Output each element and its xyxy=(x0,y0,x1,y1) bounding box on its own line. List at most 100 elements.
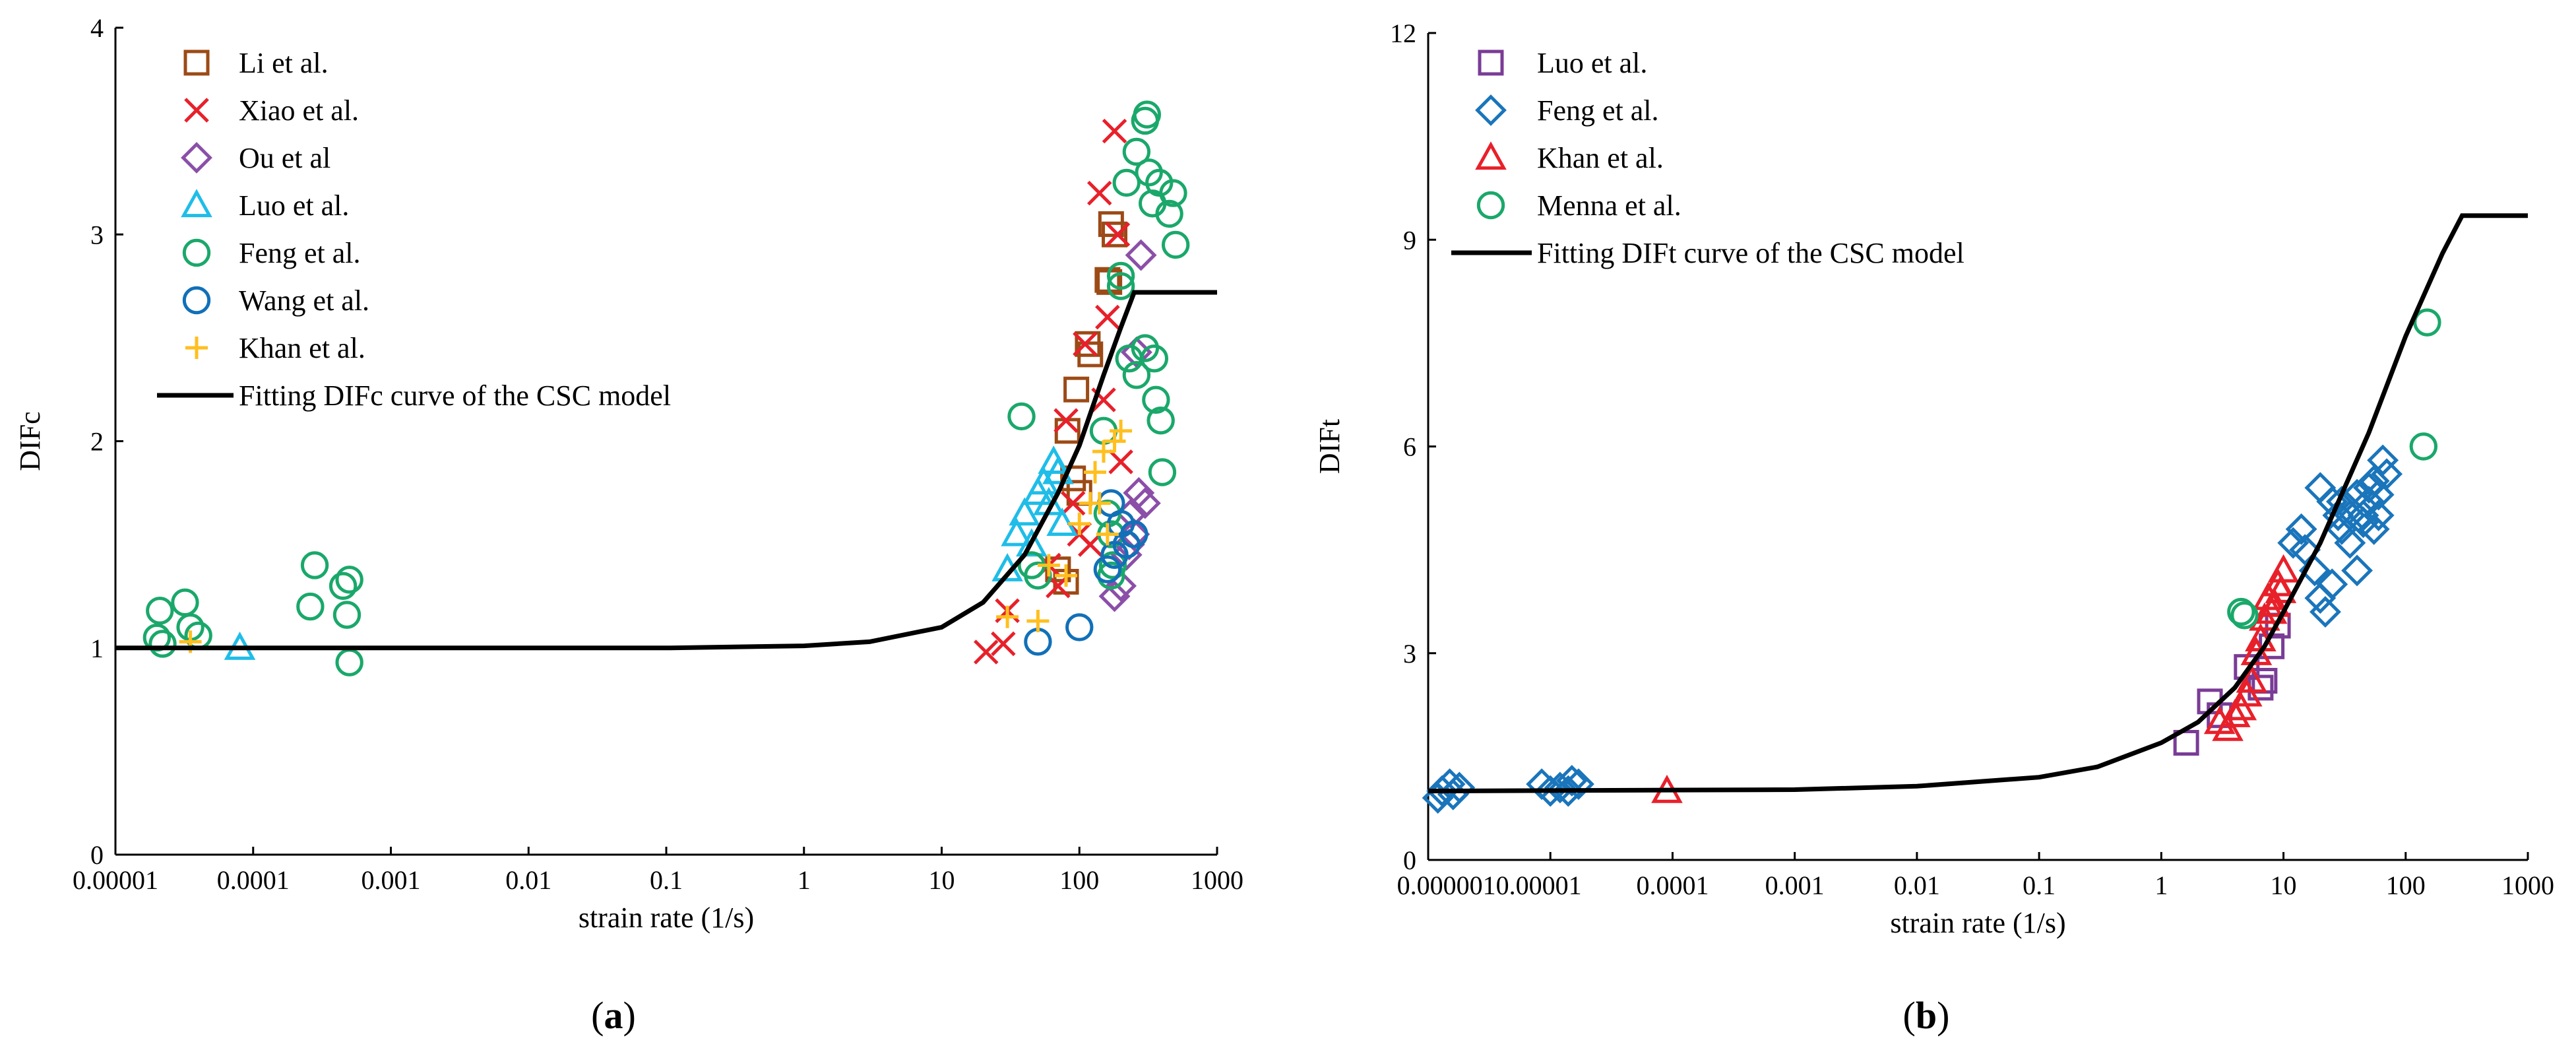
data-point xyxy=(1001,517,1032,546)
legend-marker xyxy=(1476,191,1505,220)
legend-label: Ou et al xyxy=(239,142,330,174)
y-tick-label: 12 xyxy=(1390,18,1416,48)
data-point xyxy=(1077,341,1104,368)
series-khan-et-al- xyxy=(1651,554,2300,803)
panel-label: (b) xyxy=(1903,994,1950,1037)
data-point xyxy=(1562,768,1594,801)
y-tick-label: 4 xyxy=(90,13,104,43)
y-tick-label: 1 xyxy=(90,634,104,663)
data-point xyxy=(300,551,329,579)
data-point xyxy=(296,592,325,621)
data-point xyxy=(1159,179,1187,207)
data-point xyxy=(1147,406,1175,435)
data-point xyxy=(1129,487,1161,519)
data-point xyxy=(2309,596,2341,628)
data-point xyxy=(1552,775,1585,807)
legend-marker xyxy=(1478,49,1504,76)
data-point xyxy=(2371,458,2403,490)
data-point xyxy=(329,572,358,600)
panel-label-part: ( xyxy=(1903,994,1916,1037)
y-tick-label: 2 xyxy=(90,427,104,457)
data-point xyxy=(973,640,999,665)
data-point xyxy=(1060,465,1086,492)
data-point xyxy=(1026,610,1050,633)
series-menna-et-al- xyxy=(2227,308,2441,630)
data-point xyxy=(1063,376,1090,403)
x-axis-label: strain rate (1/s) xyxy=(579,902,754,934)
data-point xyxy=(146,597,174,625)
y-tick-label: 0 xyxy=(90,840,104,870)
data-point xyxy=(1016,528,1048,557)
data-point xyxy=(1105,222,1131,247)
data-point xyxy=(1098,580,1131,612)
x-tick-label: 1 xyxy=(2154,870,2168,900)
data-point xyxy=(2362,499,2395,531)
data-point xyxy=(996,605,1019,628)
data-point xyxy=(2304,472,2337,504)
legend-marker xyxy=(185,337,208,359)
data-point xyxy=(2334,527,2366,559)
legend-label: Fitting DIFc curve of the CSC model xyxy=(239,379,671,412)
data-point xyxy=(1145,168,1174,197)
data-point xyxy=(1161,230,1190,259)
data-point xyxy=(1055,564,1078,587)
data-point xyxy=(2362,478,2395,511)
data-point xyxy=(2212,712,2244,741)
data-point xyxy=(2227,597,2255,626)
x-tick-label: 10 xyxy=(929,865,955,895)
x-tick-label: 0.00001 xyxy=(73,865,158,895)
panel-label-part: a xyxy=(604,994,623,1037)
data-point xyxy=(335,648,363,676)
data-point xyxy=(1073,331,1098,357)
x-tick-label: 0.0000010.00001 xyxy=(1397,870,1582,900)
data-point xyxy=(1086,180,1112,206)
data-point xyxy=(2413,308,2441,337)
legend-label: Li et al. xyxy=(239,47,329,79)
data-point xyxy=(1142,385,1170,414)
x-tick-label: 1 xyxy=(798,865,811,895)
data-point xyxy=(1095,304,1120,330)
x-tick-label: 0.001 xyxy=(361,865,421,895)
panel-label-part: ) xyxy=(623,994,636,1037)
data-point xyxy=(1065,613,1094,641)
legend-label: Feng et al. xyxy=(239,237,361,269)
data-point xyxy=(991,631,1016,657)
legend-label: Khan et al. xyxy=(239,332,365,364)
data-point xyxy=(1088,492,1111,515)
data-point xyxy=(1120,520,1148,548)
legend-marker xyxy=(183,49,210,76)
data-point xyxy=(1097,561,1125,590)
data-point xyxy=(2285,513,2317,545)
y-tick-label: 6 xyxy=(1403,432,1416,462)
legend-marker xyxy=(181,189,212,218)
data-point xyxy=(2259,588,2291,617)
x-tick-label: 10 xyxy=(2271,870,2297,900)
data-point xyxy=(1115,345,1143,373)
data-point xyxy=(2367,444,2399,476)
data-point xyxy=(2230,678,2263,707)
y-tick-label: 3 xyxy=(90,220,104,249)
legend-label: Luo et al. xyxy=(239,189,349,222)
data-point xyxy=(1122,137,1151,166)
data-point xyxy=(2341,554,2373,587)
y-tick-label: 0 xyxy=(1403,845,1416,875)
legend-marker xyxy=(182,238,211,267)
data-point xyxy=(2409,432,2438,461)
data-point xyxy=(1007,402,1036,431)
legend-marker xyxy=(182,286,211,315)
data-point xyxy=(2219,699,2251,727)
series-khan-et-al- xyxy=(179,419,1133,653)
data-point xyxy=(2347,506,2379,539)
data-point xyxy=(1068,512,1091,535)
legend-label: Feng et al. xyxy=(1537,94,1659,127)
data-point xyxy=(1110,419,1133,442)
x-axis-label: strain rate (1/s) xyxy=(1890,907,2065,939)
data-point xyxy=(1433,768,1466,801)
data-point xyxy=(332,601,361,629)
data-point xyxy=(1093,555,1122,583)
data-point xyxy=(1155,199,1183,228)
data-point xyxy=(2230,601,2259,630)
x-tick-label: 100 xyxy=(1059,865,1099,895)
data-point xyxy=(1426,775,1459,807)
